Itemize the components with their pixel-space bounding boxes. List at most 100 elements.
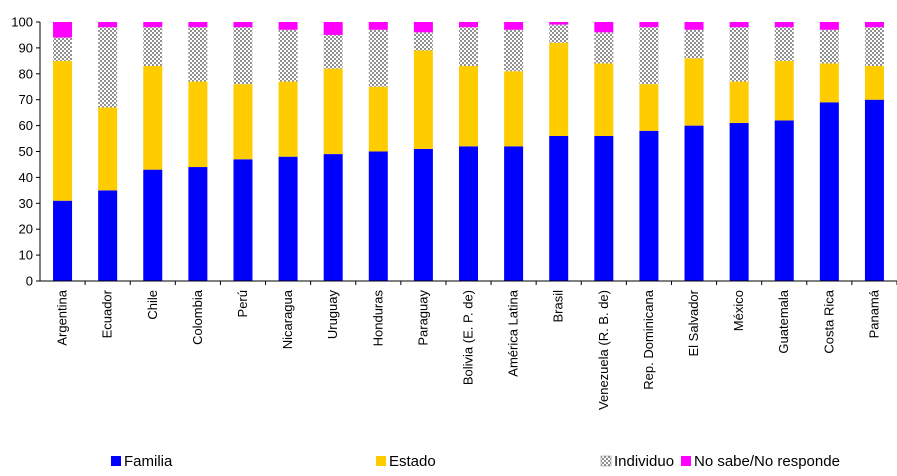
bar-segment-estado: [819, 63, 839, 103]
bar-segment-individuo: [323, 34, 343, 69]
y-tick-label: 90: [19, 40, 33, 55]
x-category-label: Chile: [145, 290, 160, 320]
x-category-label: Paraguay: [415, 290, 430, 346]
bar-segment-familia: [278, 156, 298, 281]
bar-segment-individuo: [594, 32, 614, 64]
x-category-label: Rep. Dominicana: [641, 289, 656, 389]
bar-segment-estado: [413, 50, 433, 149]
bar-segment-familia: [413, 148, 433, 281]
legend-swatch: [111, 456, 121, 466]
bar-segment-familia: [233, 159, 253, 281]
bar-segment-familia: [864, 99, 884, 281]
bar-segment-familia: [774, 120, 794, 281]
x-category-label: Uruguay: [325, 290, 340, 340]
x-category-label: América Latina: [506, 289, 521, 376]
bar-segment-estado: [639, 84, 659, 131]
bar-segment-individuo: [819, 29, 839, 64]
y-tick-label: 10: [19, 248, 33, 263]
bar-segment-no-sabe-no-responde: [323, 22, 343, 35]
y-tick-label: 30: [19, 196, 33, 211]
bar-segment-familia: [53, 200, 73, 281]
bar-segment-individuo: [143, 27, 163, 67]
x-category-label: El Salvador: [686, 289, 701, 356]
bar-segment-estado: [98, 107, 118, 191]
y-tick-label: 0: [26, 274, 33, 289]
y-tick-label: 100: [11, 15, 33, 30]
x-category-label: Costa Rica: [821, 289, 836, 353]
bar-segment-estado: [323, 68, 343, 155]
bar-segment-individuo: [188, 27, 208, 82]
bar-segment-familia: [639, 130, 659, 281]
bar-segment-no-sabe-no-responde: [774, 22, 794, 28]
legend-label: No sabe/No responde: [694, 453, 840, 470]
x-category-label: Nicaragua: [280, 289, 295, 349]
bar-segment-individuo: [413, 32, 433, 51]
bar-segment-no-sabe-no-responde: [864, 22, 884, 28]
x-category-label: Argentina: [55, 289, 70, 345]
bar-segment-familia: [504, 146, 524, 281]
bar-segment-familia: [188, 167, 208, 281]
bar-segment-no-sabe-no-responde: [504, 22, 524, 30]
bar-segment-no-sabe-no-responde: [594, 22, 614, 33]
bar-segment-familia: [549, 135, 569, 281]
bar-segment-estado: [774, 60, 794, 121]
x-category-label: México: [731, 290, 746, 331]
legend-label: Estado: [389, 453, 436, 470]
bar-segment-familia: [143, 169, 163, 281]
bar-segment-no-sabe-no-responde: [639, 22, 659, 28]
bar-segment-individuo: [774, 27, 794, 61]
x-category-label: Guatemala: [776, 289, 791, 353]
bar-segment-estado: [143, 66, 163, 170]
bar-segment-estado: [504, 71, 524, 147]
plot-area: 0 10 20 30 40 50 60 70 80 90 100 Argentina Ecuador Ch…: [11, 15, 897, 410]
x-category-label: Brasil: [551, 290, 566, 323]
legend-label: Familia: [124, 453, 173, 470]
bar-segment-estado: [684, 58, 704, 126]
y-tick-label: 50: [19, 144, 33, 159]
y-tick-label: 70: [19, 92, 33, 107]
bar-segment-estado: [864, 66, 884, 100]
bar-segment-individuo: [549, 24, 569, 43]
x-category-label: Ecuador: [100, 289, 115, 338]
legend: Familia Estado Individuo No sabe/No respond…: [111, 453, 840, 470]
bar-segment-familia: [819, 102, 839, 281]
bar-segment-familia: [368, 151, 388, 281]
bar-segment-individuo: [53, 37, 73, 61]
x-category-label: Perú: [235, 290, 250, 317]
bar-segment-no-sabe-no-responde: [729, 22, 749, 28]
bar-segment-familia: [323, 154, 343, 281]
x-category-label: Venezuela (R. B. de): [596, 290, 611, 410]
y-tick-label: 20: [19, 222, 33, 237]
x-category-label: Honduras: [370, 290, 385, 347]
y-tick-label: 40: [19, 170, 33, 185]
y-tick-label: 60: [19, 118, 33, 133]
bar-segment-familia: [729, 123, 749, 281]
bar-segment-no-sabe-no-responde: [98, 22, 118, 28]
bar-segment-no-sabe-no-responde: [53, 22, 73, 38]
bar-segment-no-sabe-no-responde: [368, 22, 388, 30]
bar-segment-no-sabe-no-responde: [459, 22, 478, 28]
bar-segment-familia: [459, 146, 478, 281]
bar-segment-familia: [684, 125, 704, 281]
bar-segment-no-sabe-no-responde: [233, 22, 253, 28]
bar-segment-individuo: [639, 27, 659, 85]
bar-segment-individuo: [278, 29, 298, 82]
x-category-label: Bolivia (E. P. de): [461, 290, 476, 385]
bar-segment-individuo: [684, 29, 704, 59]
bar-segment-no-sabe-no-responde: [684, 22, 704, 30]
bar-segment-individuo: [729, 27, 749, 82]
bar-segment-estado: [278, 81, 298, 157]
x-category-label: Colombia: [190, 289, 205, 345]
y-tick-label: 80: [19, 66, 33, 81]
bar-segment-estado: [459, 66, 478, 147]
bar-segment-estado: [188, 81, 208, 168]
bar-segment-estado: [53, 60, 73, 201]
bar-segment-individuo: [98, 27, 118, 108]
bar-segment-no-sabe-no-responde: [143, 22, 163, 28]
bar-segment-familia: [98, 190, 118, 281]
bar-segment-no-sabe-no-responde: [413, 22, 433, 33]
bar-segment-estado: [368, 86, 388, 152]
bar-segment-estado: [729, 81, 749, 124]
bar-segment-estado: [594, 63, 614, 136]
legend-swatch: [600, 455, 612, 467]
